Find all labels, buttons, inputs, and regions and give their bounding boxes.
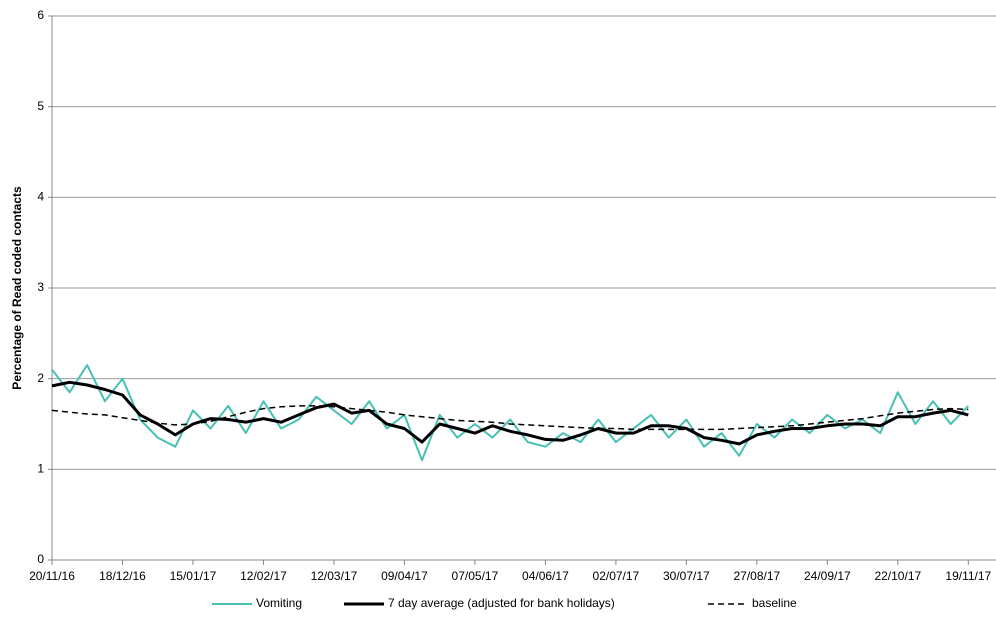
x-tick-label: 07/05/17 [452, 569, 499, 583]
x-tick-label: 12/02/17 [240, 569, 287, 583]
y-axis-label: Percentage of Read coded contacts [10, 186, 24, 390]
series-line [51, 364, 970, 462]
x-tick-label: 22/10/17 [874, 569, 921, 583]
series-line [51, 405, 969, 431]
legend-label: baseline [752, 596, 797, 610]
y-tick-label: 0 [37, 552, 44, 566]
x-tick-label: 24/09/17 [804, 569, 851, 583]
x-tick-label: 09/04/17 [381, 569, 428, 583]
x-tick-label: 15/01/17 [170, 569, 217, 583]
x-tick-label: 12/03/17 [311, 569, 358, 583]
y-tick-label: 2 [37, 371, 44, 385]
series-line [51, 380, 969, 446]
x-tick-label: 18/12/16 [99, 569, 146, 583]
legend-label: 7 day average (adjusted for bank holiday… [388, 596, 615, 610]
y-tick-label: 5 [37, 99, 44, 113]
x-tick-label: 20/11/16 [29, 569, 75, 583]
y-tick-label: 6 [37, 8, 44, 22]
legend-label: Vomiting [256, 596, 302, 610]
y-tick-label: 1 [37, 462, 44, 476]
x-tick-label: 04/06/17 [522, 569, 569, 583]
y-tick-label: 4 [37, 190, 44, 204]
x-tick-label: 02/07/17 [593, 569, 640, 583]
x-tick-label: 19/11/17 [945, 569, 991, 583]
x-tick-label: 30/07/17 [663, 569, 710, 583]
y-tick-label: 3 [37, 280, 44, 294]
x-tick-label: 27/08/17 [733, 569, 780, 583]
